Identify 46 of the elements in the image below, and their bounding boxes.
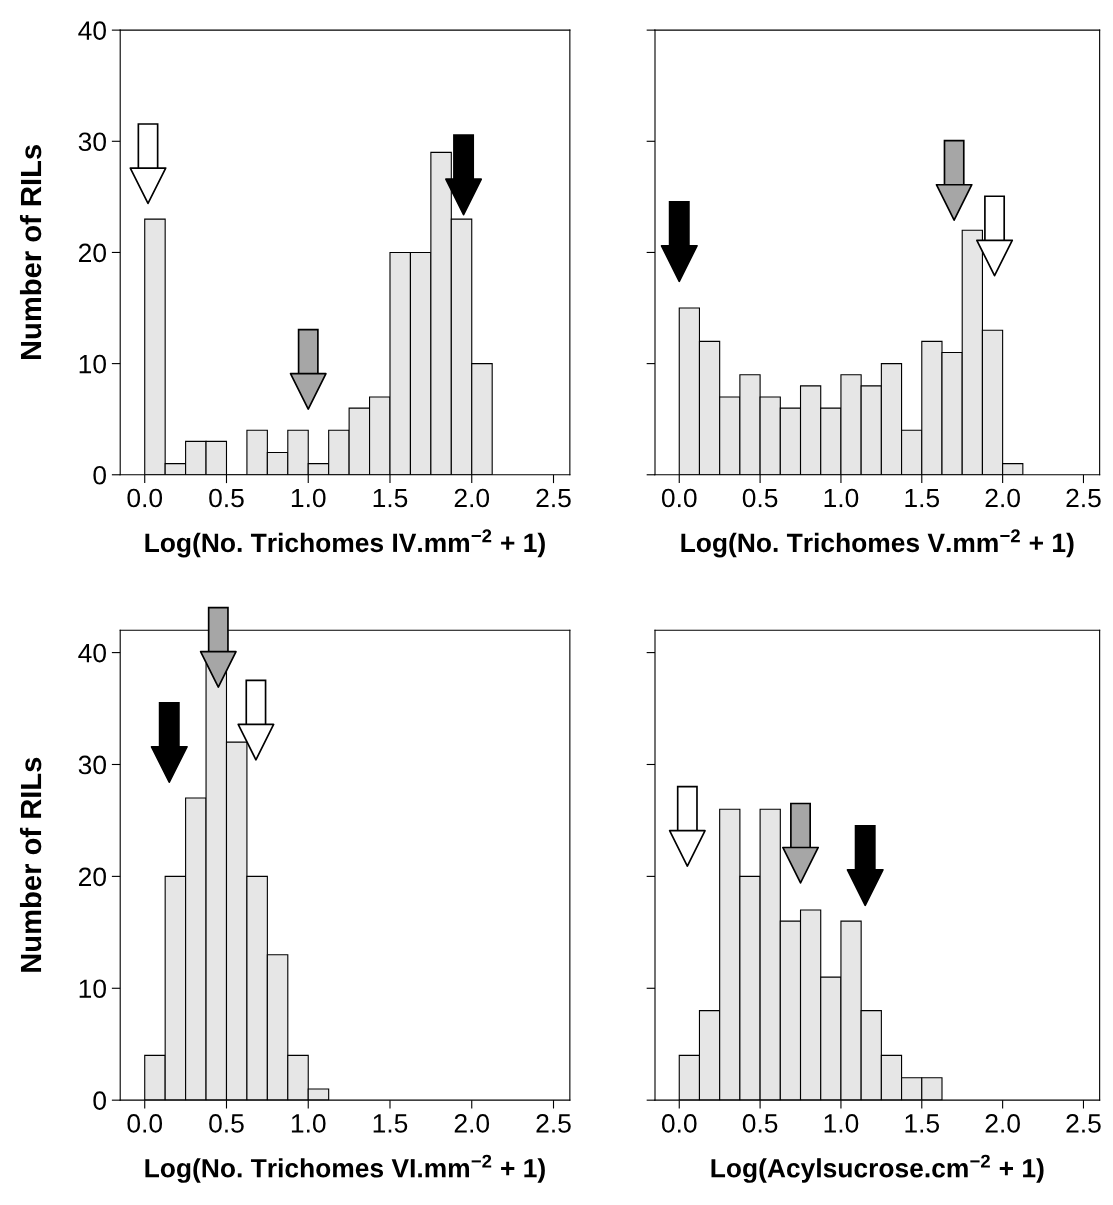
y-tick-label: 0	[93, 1091, 106, 1110]
x-tick-label: 1.0	[291, 1114, 326, 1133]
x-tick-label: 2.5	[536, 1114, 571, 1133]
x-tick-label: 2.5	[536, 488, 571, 508]
y-tick-label: 40	[78, 643, 106, 663]
x-axis-title: Log(No. Trichomes VI.mm$^{−2}$ + 1)	[145, 1154, 545, 1183]
point	[289, 372, 327, 410]
y-tick-label: 20	[78, 243, 106, 263]
y-tick-label: 30	[78, 755, 106, 775]
x-tick-label: 2.5	[1066, 1114, 1101, 1133]
y-tick-label: 30	[78, 132, 106, 152]
point	[150, 745, 188, 784]
point	[445, 178, 483, 216]
x-tick-label: 1.5	[905, 488, 940, 508]
x-tick-label: 0.0	[127, 488, 163, 508]
x-tick-label: 2.0	[985, 1114, 1020, 1133]
x-tick-label: 0.0	[661, 488, 697, 508]
x-tick-label: 1.5	[905, 1114, 940, 1133]
y-tick-label: 10	[79, 354, 106, 374]
x-tick-label: 2.0	[454, 488, 490, 508]
x-tick-label: 1.0	[291, 488, 326, 508]
x-tick-label: 0.5	[209, 488, 244, 508]
point	[237, 723, 275, 761]
x-tick-label: 1.0	[824, 1114, 859, 1133]
y-axis-title: Number of RILs	[19, 757, 42, 972]
y-tick-label: 10	[79, 979, 106, 999]
point	[199, 650, 237, 688]
x-tick-label: 0.5	[742, 1114, 778, 1133]
x-tick-label: 1.5	[373, 1114, 408, 1133]
x-tick-label: 2.0	[985, 488, 1020, 508]
x-axis-title: Log(No. Trichomes V.mm$^{−2}$ + 1)	[681, 529, 1074, 558]
x-axis-title: Log(No. Trichomes IV.mm$^{−2}$ + 1)	[145, 529, 545, 558]
y-tick-label: 20	[78, 867, 106, 887]
x-tick-label: 2.0	[454, 1114, 490, 1133]
point	[129, 167, 167, 205]
y-tick-label: 0	[93, 465, 106, 485]
x-tick-label: 1.0	[824, 488, 859, 508]
y-axis-title: Number of RILs	[19, 145, 42, 360]
y-tick-label: 40	[78, 21, 106, 40]
x-tick-label: 0.0	[661, 1114, 697, 1133]
x-tick-label: 0.5	[742, 488, 778, 508]
x-axis-title: Log(Acylsucrose.cm$^{−2}$ + 1)	[711, 1154, 1044, 1183]
x-tick-label: 1.5	[373, 488, 408, 508]
x-tick-label: 0.0	[127, 1114, 163, 1133]
x-tick-label: 2.5	[1066, 488, 1101, 508]
x-tick-label: 0.5	[209, 1114, 244, 1133]
